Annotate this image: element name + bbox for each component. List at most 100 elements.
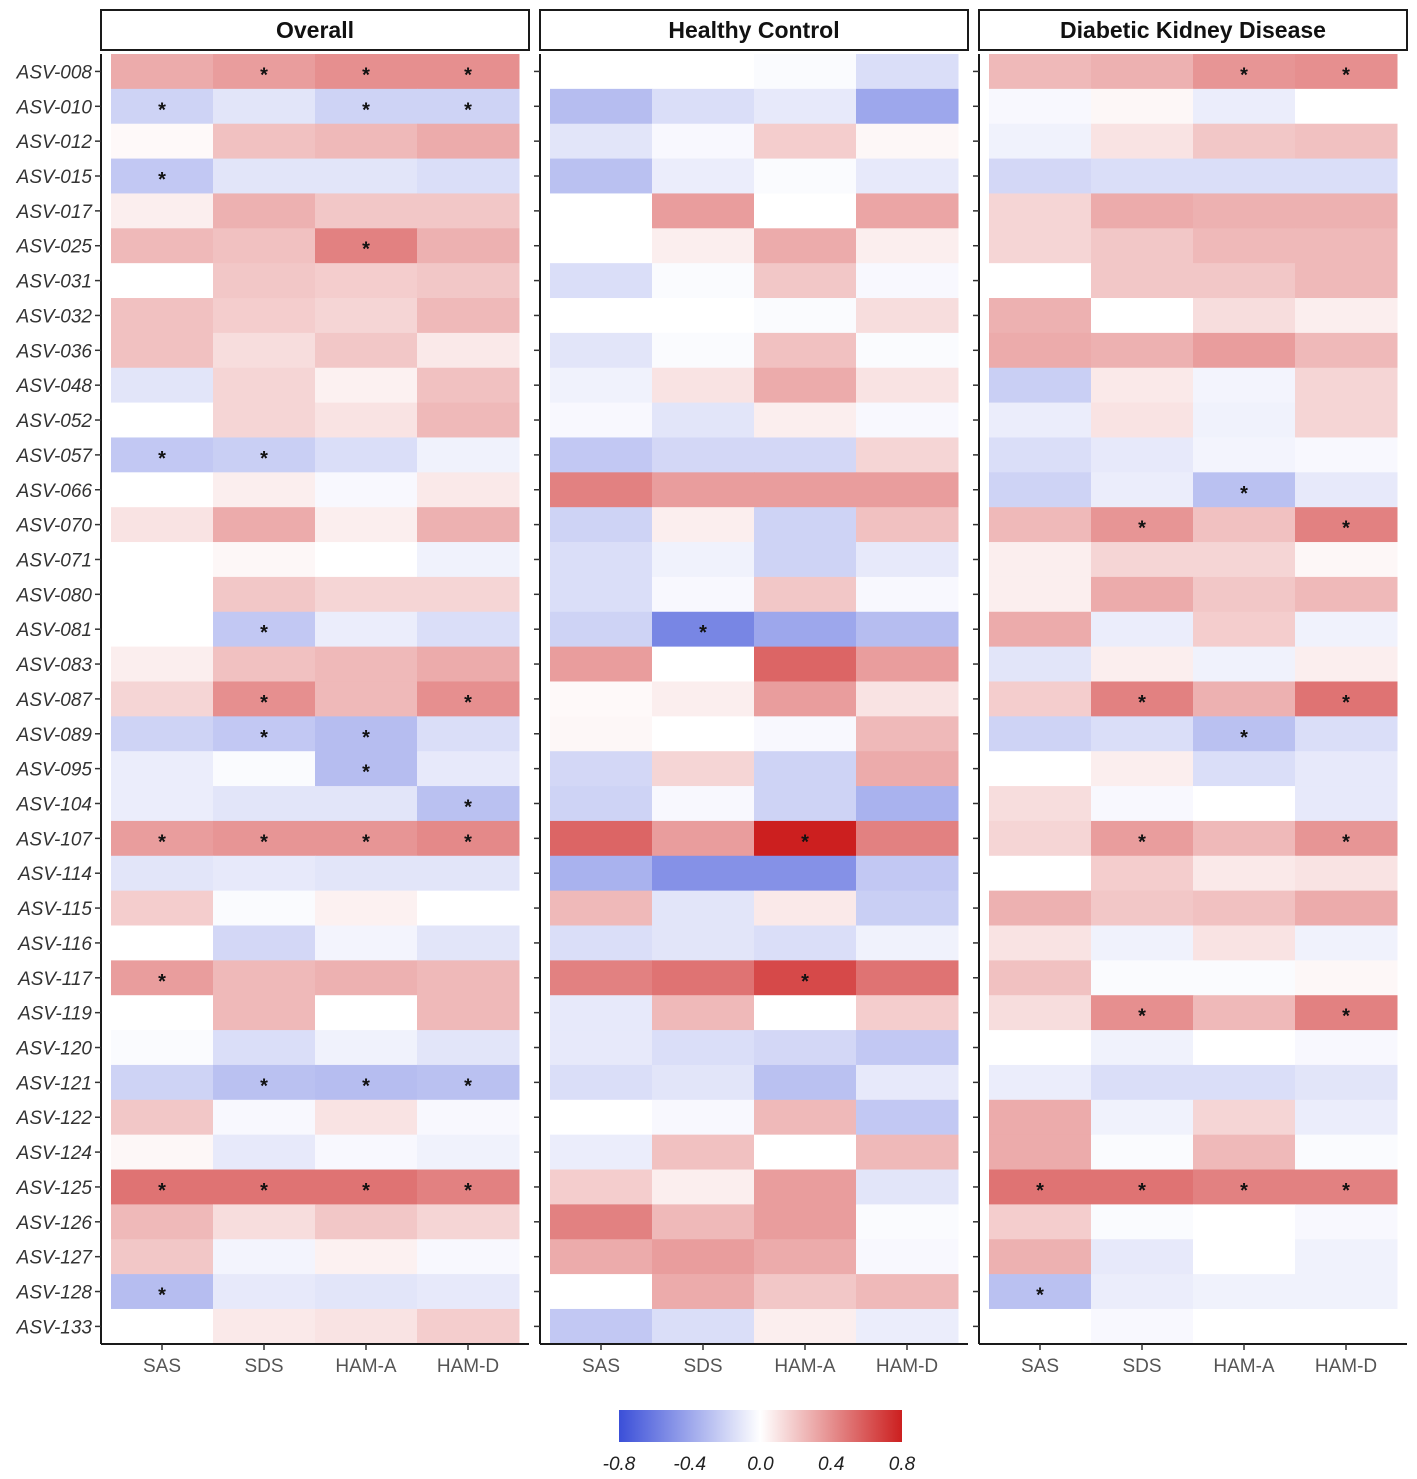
heatmap-cell: [989, 855, 1092, 892]
heatmap-cell: [1193, 1308, 1296, 1345]
heatmap-cell: [652, 1308, 755, 1345]
x-tick-label: SDS: [1122, 1356, 1161, 1377]
heatmap-cell: [111, 1099, 214, 1136]
x-tick-label: SAS: [1021, 1356, 1059, 1377]
heatmap-cell: [550, 542, 653, 578]
heatmap-cell: [754, 995, 857, 1031]
significance-star: *: [260, 1180, 268, 1202]
significance-markers: * * *: [699, 622, 809, 993]
heatmap-cell: [989, 1239, 1092, 1275]
y-tick-label: ASV-133: [16, 1317, 93, 1338]
y-tick-label: ASV-057: [16, 446, 94, 467]
color-legend: -0.8 -0.4 0.0 0.4 0.8: [603, 1410, 916, 1475]
y-tick-label: ASV-128: [16, 1283, 93, 1304]
heatmap-cell: [1295, 472, 1398, 508]
heatmap-cell: [1091, 1030, 1194, 1066]
heatmap-cell: [315, 1064, 418, 1101]
heatmap-cell: [989, 786, 1092, 822]
y-tick-label: ASV-032: [16, 306, 93, 327]
heatmap-cell: [315, 681, 418, 717]
heatmap-cell: [315, 298, 418, 334]
heatmap-cell: [550, 298, 653, 334]
heatmap-cell: [417, 611, 520, 648]
heatmap-cell: [417, 507, 520, 543]
y-tick-label: ASV-104: [16, 794, 92, 815]
significance-star: *: [464, 692, 472, 714]
heatmap-cell: [213, 472, 316, 508]
heatmap-cell: [111, 855, 214, 892]
heatmap-cell: [1091, 1064, 1194, 1101]
heatmap-cell: [652, 298, 755, 334]
heatmap-cell: [111, 158, 214, 194]
heatmap-cells: [111, 54, 520, 1345]
heatmap-cell: [417, 1239, 520, 1275]
heatmap-cell: [213, 367, 316, 404]
heatmap-cell: [989, 158, 1092, 194]
y-tick-label: ASV-031: [16, 272, 92, 293]
heatmap-cell: [856, 820, 959, 857]
heatmap-cell: [1091, 298, 1194, 334]
legend-tick-label: -0.4: [673, 1454, 706, 1475]
heatmap-cell: [1193, 263, 1296, 299]
heatmap-cell: [856, 786, 959, 822]
heatmap-cell: [315, 228, 418, 264]
heatmap-cell: [856, 1030, 959, 1066]
heatmap-cell: [213, 960, 316, 996]
heatmap-cell: [417, 88, 520, 125]
heatmap-cell: [989, 1169, 1092, 1205]
heatmap-cell: [856, 716, 959, 752]
significance-star: *: [1342, 831, 1350, 853]
heatmap-cell: [652, 995, 755, 1031]
heatmap-cell: [1091, 681, 1194, 717]
heatmap-cell: [652, 193, 755, 229]
heatmap-cell: [754, 1064, 857, 1101]
heatmap-cell: [111, 1169, 214, 1205]
heatmap-cell: [989, 925, 1092, 961]
heatmap-cell: [1091, 576, 1194, 613]
heatmap-cell: [989, 54, 1092, 90]
heatmap-cell: [1091, 960, 1194, 996]
legend-tick-label: 0.0: [747, 1454, 774, 1475]
heatmap-cell: [111, 472, 214, 508]
heatmap-cell: [856, 472, 959, 508]
heatmap-cell: [213, 193, 316, 229]
heatmap-cell: [550, 716, 653, 752]
y-tick-label: ASV-081: [16, 620, 92, 641]
heatmap-cell: [550, 646, 653, 682]
heatmap-cell: [1091, 890, 1194, 926]
heatmap-cell: [111, 1030, 214, 1066]
heatmap-cell: [417, 786, 520, 822]
heatmap-cell: [652, 890, 755, 926]
heatmap-cell: [1295, 367, 1398, 404]
heatmap-cell: [1091, 820, 1194, 857]
heatmap-cell: [856, 611, 959, 648]
heatmap-cell: [550, 507, 653, 543]
heatmap-cell: [652, 925, 755, 961]
heatmap-cell: [1193, 54, 1296, 90]
heatmap-cell: [417, 576, 520, 613]
heatmap-cell: [111, 890, 214, 926]
legend-tick-label: 0.4: [818, 1454, 844, 1475]
heatmap-cell: [1193, 890, 1296, 926]
heatmap-cell: [856, 507, 959, 543]
x-tick-label: HAM-A: [1213, 1356, 1275, 1377]
heatmap-cell: [989, 542, 1092, 578]
heatmap-cell: [111, 54, 214, 90]
heatmap-cell: [315, 1169, 418, 1205]
heatmap-cell: [417, 542, 520, 578]
heatmap-cell: [1193, 751, 1296, 787]
heatmap-cell: [1193, 646, 1296, 682]
heatmap-cell: [1091, 542, 1194, 578]
heatmap-cell: [1091, 263, 1194, 299]
heatmap-cell: [1295, 925, 1398, 961]
heatmap-cell: [417, 820, 520, 857]
significance-star: *: [362, 1075, 370, 1097]
heatmap-cell: [856, 995, 959, 1031]
heatmap-cell: [417, 1030, 520, 1066]
heatmap-cell: [550, 960, 653, 996]
significance-markers: * * * * * * * * * * * * * * * * * * * * * * * * * * * * * *: [158, 64, 472, 1306]
heatmap-cell: [315, 54, 418, 90]
heatmap-cell: [989, 995, 1092, 1031]
heatmap-cell: [315, 88, 418, 125]
heatmap-cell: [1091, 1204, 1194, 1240]
